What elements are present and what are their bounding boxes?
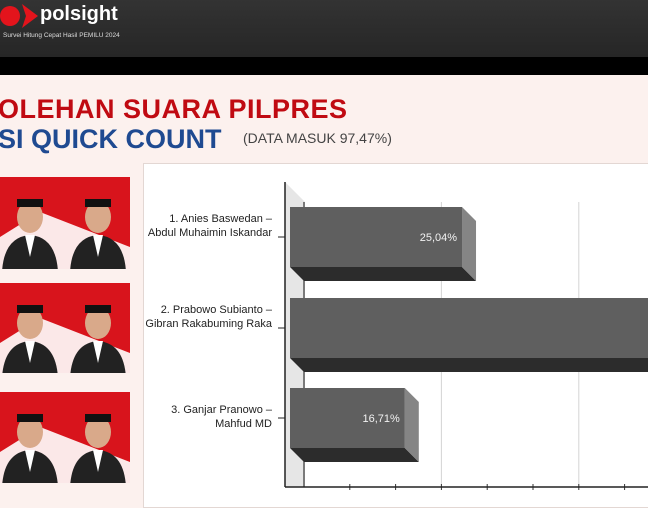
bar-bottom-face [290,267,477,281]
bar-side-face [404,388,419,462]
brand-name: polsight [40,3,118,25]
data-label: 25,04% [420,232,458,244]
category-label: 3. Ganjar Pranowo – Mahfud MD [171,404,272,430]
title-line-2: SI QUICK COUNT [0,124,222,154]
category-label: 1. Anies Baswedan – Abdul Muhaimin Iskan… [147,213,272,239]
tagline: Survei Hitung Cepat Hasil PEMILU 2024 [3,32,120,39]
data-label: 16,71% [362,413,400,425]
candidate-photo-3 [0,392,130,483]
header: polsight Survei Hitung Cepat Hasil PEMIL… [0,0,648,57]
category-label: 2. Prabowo Subianto – Gibran Rakabuming … [145,304,272,330]
data-note: (DATA MASUK 97,47%) [243,130,392,146]
bar-bottom-face [290,448,419,462]
polsight-logo-icon [0,4,38,28]
bar [290,388,405,448]
title-line-1: OLEHAN SUARA PILPRES [0,94,348,124]
bar [290,207,463,267]
header-band [0,57,648,75]
candidate-photo-2 [0,283,130,373]
candidate-photo-1 [0,177,130,269]
bar-bottom-face [290,358,648,372]
bar-side-face [462,207,477,281]
bar [290,298,648,358]
